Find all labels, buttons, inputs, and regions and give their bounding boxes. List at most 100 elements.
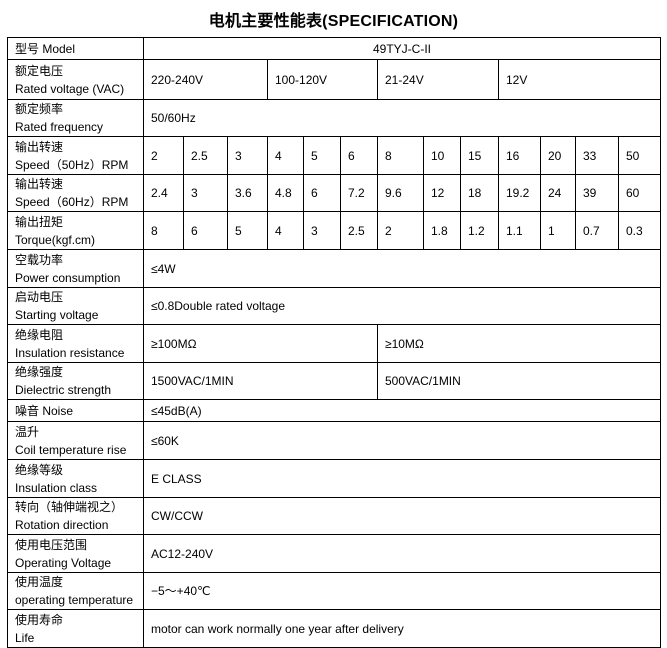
row-operating-temperature: 使用温度 operating temperature −5～+40℃ <box>7 572 661 610</box>
row-life: 使用寿命 Life motor can work normally one ye… <box>7 609 661 648</box>
speed-60hz-value: 7.2 <box>340 174 378 212</box>
label-en: Insulation resistance <box>15 345 125 360</box>
torque-value: 2 <box>377 211 424 250</box>
operating-temperature-value: −5～+40℃ <box>143 572 661 610</box>
speed-50hz-value: 3 <box>227 136 268 175</box>
insulation-class-value: E CLASS <box>143 459 661 498</box>
temp-rise-label: 温升 Coil temperature rise <box>7 421 144 460</box>
speed-50hz-value: 10 <box>423 136 461 175</box>
row-torque: 输出扭矩 Torque(kgf.cm) 8 6 5 4 3 2.5 2 1.8 … <box>7 211 661 250</box>
label-zh: 绝缘电阻 <box>15 327 64 342</box>
speed-50hz-value: 50 <box>618 136 661 175</box>
speed-60hz-value: 39 <box>575 174 619 212</box>
speed-50hz-value: 4 <box>267 136 304 175</box>
label-zh: 输出转速 <box>15 177 64 191</box>
insulation-resistance-label: 绝缘电阻 Insulation resistance <box>7 324 144 363</box>
noise-value: ≤45dB(A) <box>143 399 661 422</box>
torque-value: 3 <box>303 211 341 250</box>
speed-50hz-value: 16 <box>498 136 541 175</box>
speed-60hz-value: 4.8 <box>267 174 304 212</box>
row-noise: 噪音 Noise ≤45dB(A) <box>7 399 661 422</box>
power-consumption-label: 空载功率 Power consumption <box>7 249 144 288</box>
torque-value: 1.1 <box>498 211 541 250</box>
speed-50hz-value: 20 <box>540 136 576 175</box>
operating-voltage-value: AC12-240V <box>143 534 661 573</box>
dielectric-strength-label: 绝缘强度 Dielectric strength <box>7 362 144 400</box>
operating-voltage-label: 使用电压范围 Operating Voltage <box>7 534 144 573</box>
row-insulation-resistance: 绝缘电阻 Insulation resistance ≥100MΩ ≥10MΩ <box>7 324 661 363</box>
row-power-consumption: 空载功率 Power consumption ≤4W <box>7 249 661 288</box>
speed-60hz-value: 12 <box>423 174 461 212</box>
label-zh: 启动电压 <box>15 290 64 304</box>
dielectric-strength-value: 1500VAC/1MIN <box>143 362 378 400</box>
speed-50hz-value: 15 <box>460 136 499 175</box>
torque-value: 5 <box>227 211 268 250</box>
label-zh: 使用电压范围 <box>15 537 88 552</box>
label-en: Speed（50Hz）RPM <box>15 157 129 172</box>
operating-temperature-label: 使用温度 operating temperature <box>7 572 144 610</box>
power-consumption-value: ≤4W <box>143 249 661 288</box>
speed-60hz-value: 60 <box>618 174 661 212</box>
row-rated-frequency: 额定频率 Rated frequency 50/60Hz <box>7 99 661 137</box>
label-zh: 空载功率 <box>15 252 64 267</box>
temp-rise-value: ≤60K <box>143 421 661 460</box>
rated-voltage-label: 额定电压 Rated voltage (VAC) <box>7 59 144 100</box>
rated-voltage-value: 21-24V <box>377 59 499 100</box>
row-temp-rise: 温升 Coil temperature rise ≤60K <box>7 421 661 460</box>
speed-60hz-value: 3.6 <box>227 174 268 212</box>
speed-60hz-value: 18 <box>460 174 499 212</box>
starting-voltage-value: ≤0.8Double rated voltage <box>143 287 661 325</box>
label-zh: 使用温度 <box>15 575 64 589</box>
model-value: 49TYJ-C-II <box>143 37 661 60</box>
rated-frequency-value: 50/60Hz <box>143 99 661 137</box>
speed-60hz-value: 6 <box>303 174 341 212</box>
row-speed-60hz: 输出转速 Speed（60Hz）RPM 2.4 3 3.6 4.8 6 7.2 … <box>7 174 661 212</box>
row-starting-voltage: 启动电压 Starting voltage ≤0.8Double rated v… <box>7 287 661 325</box>
torque-value: 8 <box>143 211 184 250</box>
label-zh: 温升 <box>15 424 40 439</box>
label-en: Rated frequency <box>15 120 104 134</box>
spec-table: 型号 Model 49TYJ-C-II 额定电压 Rated voltage (… <box>7 37 661 648</box>
label-en: Starting voltage <box>15 308 99 322</box>
rotation-direction-label: 转向（轴伸端视之） Rotation direction <box>7 497 144 535</box>
life-value: motor can work normally one year after d… <box>143 609 661 648</box>
torque-value: 0.3 <box>618 211 661 250</box>
label-zh: 额定频率 <box>15 102 64 116</box>
torque-value: 6 <box>183 211 228 250</box>
label-en: Power consumption <box>15 270 121 285</box>
rated-voltage-value: 100-120V <box>267 59 378 100</box>
speed-50hz-label: 输出转速 Speed（50Hz）RPM <box>7 136 144 175</box>
noise-label: 噪音 Noise <box>7 399 144 422</box>
rated-frequency-label: 额定频率 Rated frequency <box>7 99 144 137</box>
speed-50hz-value: 5 <box>303 136 341 175</box>
label-en: Speed（60Hz）RPM <box>15 195 129 209</box>
torque-value: 1.8 <box>423 211 461 250</box>
row-model: 型号 Model 49TYJ-C-II <box>7 37 661 60</box>
insulation-class-label: 绝缘等级 Insulation class <box>7 459 144 498</box>
speed-60hz-value: 24 <box>540 174 576 212</box>
label-en: Dielectric strength <box>15 383 112 397</box>
row-speed-50hz: 输出转速 Speed（50Hz）RPM 2 2.5 3 4 5 6 8 10 1… <box>7 136 661 175</box>
row-dielectric-strength: 绝缘强度 Dielectric strength 1500VAC/1MIN 50… <box>7 362 661 400</box>
life-label: 使用寿命 Life <box>7 609 144 648</box>
label-zh: 绝缘强度 <box>15 365 64 379</box>
row-rotation-direction: 转向（轴伸端视之） Rotation direction CW/CCW <box>7 497 661 535</box>
insulation-resistance-value: ≥10MΩ <box>377 324 661 363</box>
row-operating-voltage: 使用电压范围 Operating Voltage AC12-240V <box>7 534 661 573</box>
speed-50hz-value: 2 <box>143 136 184 175</box>
speed-50hz-value: 33 <box>575 136 619 175</box>
row-rated-voltage: 额定电压 Rated voltage (VAC) 220-240V 100-12… <box>7 59 661 100</box>
speed-50hz-value: 6 <box>340 136 378 175</box>
label-en: Rotation direction <box>15 518 109 532</box>
torque-value: 1.2 <box>460 211 499 250</box>
rotation-direction-value: CW/CCW <box>143 497 661 535</box>
label-zh: 输出扭矩 <box>15 214 64 229</box>
label-en: Torque(kgf.cm) <box>15 232 96 247</box>
page-title: 电机主要性能表(SPECIFICATION) <box>208 13 459 30</box>
label-en: Rated voltage (VAC) <box>15 81 125 96</box>
torque-value: 1 <box>540 211 576 250</box>
dielectric-strength-value: 500VAC/1MIN <box>377 362 661 400</box>
label-zh: 使用寿命 <box>15 612 64 627</box>
label-en: Operating Voltage <box>15 555 112 570</box>
